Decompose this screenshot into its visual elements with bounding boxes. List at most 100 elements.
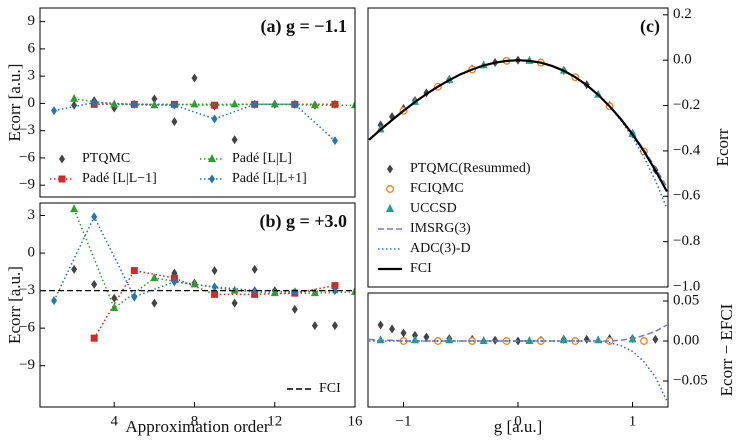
marker: [90, 334, 98, 342]
legend-label: Padé [L|L−1]: [82, 171, 157, 186]
y-axis-label: Ecorr − EFCI: [717, 303, 736, 396]
marker: [410, 335, 419, 344]
series-line: [73, 98, 355, 106]
y-tick-label: 0: [28, 244, 36, 260]
marker: [331, 321, 338, 331]
plot-frame: [367, 7, 669, 288]
y-tick-label: −0.6: [673, 188, 701, 204]
y-axis-label: Ecorr [a.u.]: [5, 64, 24, 142]
marker: [111, 293, 118, 303]
y-tick-label: −1.0: [673, 278, 700, 294]
marker: [150, 273, 159, 282]
legend-marker: [209, 174, 215, 184]
marker: [51, 106, 58, 116]
marker: [311, 321, 318, 331]
marker: [231, 135, 238, 145]
marker: [594, 335, 603, 344]
marker: [130, 267, 138, 275]
marker: [110, 303, 119, 312]
marker: [151, 298, 158, 308]
legend-label: FCI: [410, 261, 432, 276]
plot-area: [51, 73, 355, 146]
legend-marker: [208, 154, 216, 162]
marker: [331, 136, 338, 146]
series-line: [369, 340, 668, 402]
y-tick-label: 3: [28, 207, 36, 223]
marker: [351, 286, 355, 295]
y-tick-label: −9: [19, 357, 35, 373]
x-tick-label: 0: [514, 413, 522, 429]
plot-area: [369, 320, 668, 402]
marker: [291, 304, 298, 314]
legend-label: PTQMC(Resummed): [410, 161, 531, 176]
marker: [231, 298, 238, 308]
marker: [525, 336, 534, 344]
panel-title: (c): [640, 16, 660, 37]
y-tick-label: 0: [28, 95, 36, 111]
marker: [492, 335, 499, 345]
marker: [211, 266, 218, 276]
y-tick-label: 0.05: [673, 292, 699, 308]
marker: [479, 336, 488, 344]
legend-label: PTQMC: [82, 151, 130, 166]
y-tick-label: −6: [19, 149, 35, 165]
y-tick-label: −0.8: [673, 233, 700, 249]
y-tick-label: 9: [28, 13, 36, 29]
x-axis-label: g [a.u.]: [494, 417, 543, 436]
legend-label: FCI: [319, 381, 341, 396]
marker: [389, 324, 396, 334]
marker: [91, 98, 98, 107]
marker: [400, 328, 407, 338]
plot-area: [368, 55, 668, 209]
marker: [270, 288, 279, 297]
series-line: [368, 59, 668, 193]
marker: [171, 100, 178, 110]
legend-label: Padé [L|L]: [232, 151, 292, 166]
x-axis-label: Approximation order: [126, 417, 270, 436]
marker: [291, 99, 298, 109]
marker: [211, 282, 218, 292]
panel-title: (a) g = −1.1: [260, 16, 347, 37]
y-tick-label: −3: [19, 122, 35, 138]
marker: [445, 335, 454, 344]
marker: [652, 334, 659, 344]
plot-area: [40, 204, 355, 342]
marker: [91, 212, 98, 222]
x-tick-label: 16: [348, 413, 364, 429]
y-tick-label: 6: [28, 40, 36, 56]
y-axis-label: Ecorr: [713, 128, 732, 166]
legend-marker: [58, 175, 66, 183]
marker: [131, 292, 138, 302]
legend-label: ADC(3)-D: [410, 241, 471, 256]
marker: [151, 94, 158, 104]
marker: [51, 296, 58, 306]
legend-marker: [387, 164, 393, 174]
y-tick-label: −0.05: [673, 372, 708, 388]
legend-label: UCCSD: [410, 201, 457, 216]
x-tick-label: 4: [110, 413, 118, 429]
y-tick-label: 3: [28, 68, 36, 84]
marker: [230, 285, 239, 294]
marker: [131, 99, 138, 109]
legend-label: FCIQMC: [410, 181, 464, 196]
marker: [251, 99, 258, 109]
y-tick-label: −6: [19, 320, 35, 336]
marker: [70, 204, 79, 213]
marker: [310, 100, 319, 109]
legend-label: IMSRG(3): [410, 221, 471, 236]
marker: [583, 334, 590, 344]
panel-title: (b) g = +3.0: [259, 211, 347, 232]
marker: [190, 99, 199, 108]
legend-marker: [386, 204, 394, 212]
y-tick-label: −0.2: [673, 97, 700, 113]
marker: [251, 286, 258, 296]
y-tick-label: −9: [19, 177, 35, 193]
marker: [71, 100, 78, 110]
plot-frame: [39, 7, 356, 198]
marker: [211, 290, 219, 298]
y-tick-label: 0.2: [673, 6, 692, 22]
y-tick-label: −3: [19, 282, 35, 298]
marker: [351, 100, 355, 109]
marker: [211, 114, 218, 124]
